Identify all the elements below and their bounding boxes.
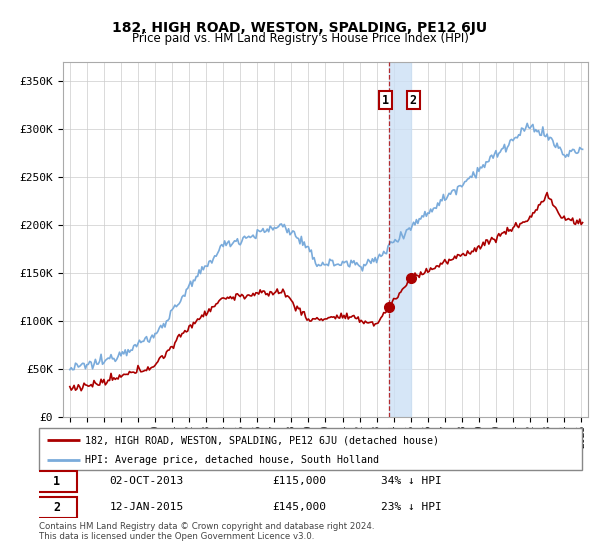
Text: 12-JAN-2015: 12-JAN-2015 [110, 502, 184, 512]
Text: 2: 2 [53, 501, 61, 514]
Text: 182, HIGH ROAD, WESTON, SPALDING, PE12 6JU (detached house): 182, HIGH ROAD, WESTON, SPALDING, PE12 6… [85, 435, 439, 445]
Bar [389, 62, 412, 417]
Text: 1: 1 [53, 475, 61, 488]
FancyBboxPatch shape [36, 497, 77, 517]
Text: £115,000: £115,000 [272, 477, 326, 486]
Text: 34% ↓ HPI: 34% ↓ HPI [381, 477, 442, 486]
Text: 182, HIGH ROAD, WESTON, SPALDING, PE12 6JU: 182, HIGH ROAD, WESTON, SPALDING, PE12 6… [112, 21, 488, 35]
Text: Price paid vs. HM Land Registry's House Price Index (HPI): Price paid vs. HM Land Registry's House … [131, 32, 469, 45]
FancyBboxPatch shape [39, 428, 582, 470]
Text: 23% ↓ HPI: 23% ↓ HPI [381, 502, 442, 512]
Text: HPI: Average price, detached house, South Holland: HPI: Average price, detached house, Sout… [85, 455, 379, 465]
Text: Contains HM Land Registry data © Crown copyright and database right 2024.
This d: Contains HM Land Registry data © Crown c… [39, 522, 374, 542]
Text: 02-OCT-2013: 02-OCT-2013 [110, 477, 184, 486]
Text: 1: 1 [382, 94, 389, 106]
Text: £145,000: £145,000 [272, 502, 326, 512]
Text: 2: 2 [410, 94, 416, 106]
FancyBboxPatch shape [36, 471, 77, 492]
